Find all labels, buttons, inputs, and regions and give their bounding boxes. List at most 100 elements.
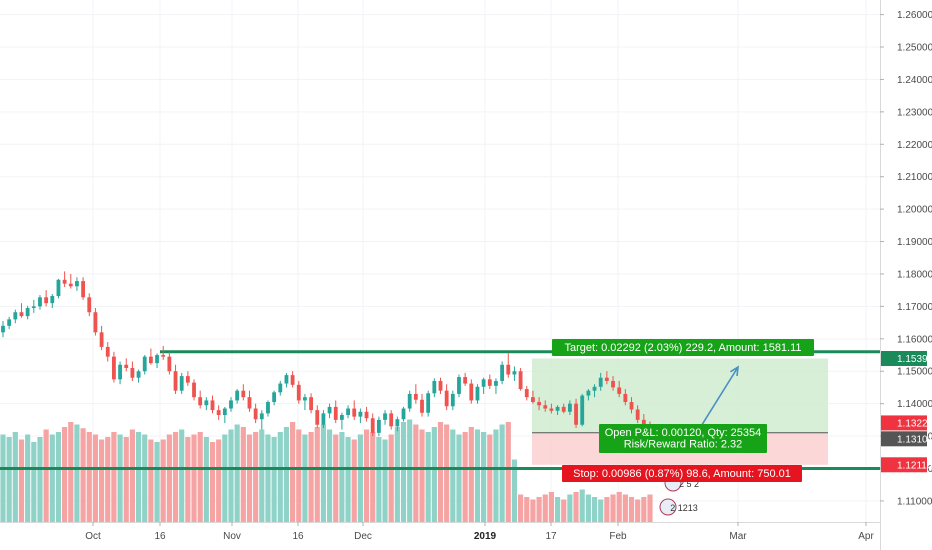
price-tag-label: 1.12115 xyxy=(897,460,932,471)
volume-bar xyxy=(641,497,647,522)
candle-body xyxy=(112,356,116,380)
candle-body xyxy=(592,386,597,391)
volume-bar xyxy=(68,422,74,522)
candle-body xyxy=(475,386,480,401)
volume-bar xyxy=(86,432,92,522)
candle-body xyxy=(623,393,628,403)
candle-body xyxy=(266,402,270,414)
candle-body xyxy=(179,376,184,391)
volume-bar xyxy=(240,427,246,522)
candle-body xyxy=(148,356,153,364)
candle-body xyxy=(210,400,215,411)
volume-bar xyxy=(628,497,635,522)
candle-body xyxy=(1,325,5,333)
candle-body xyxy=(253,408,258,420)
event-badge-label: 2 1213 xyxy=(670,503,698,513)
candle-body xyxy=(432,380,437,394)
time-tick-label: Nov xyxy=(223,531,241,542)
candle-body xyxy=(457,377,461,394)
volume-bar xyxy=(148,439,154,522)
candle-body xyxy=(450,393,455,407)
candle-body xyxy=(235,390,240,401)
price-tick-label: 1.17000 xyxy=(897,302,932,313)
volume-bar xyxy=(123,437,129,522)
time-tick-label: Apr xyxy=(858,531,874,542)
candle-body xyxy=(142,356,147,372)
volume-bar xyxy=(579,489,585,522)
volume-bar xyxy=(518,494,524,522)
candle-body xyxy=(537,402,541,406)
volume-bar xyxy=(388,434,394,522)
volume-bar xyxy=(462,432,468,522)
candle-body xyxy=(290,375,295,385)
candle-body xyxy=(185,376,190,383)
volume-bar xyxy=(253,432,259,522)
volume-bar xyxy=(474,429,481,522)
volume-bar xyxy=(154,442,160,522)
candle-body xyxy=(444,390,449,407)
candle-body xyxy=(296,384,301,401)
volume-bar xyxy=(271,437,277,522)
candles xyxy=(1,271,652,437)
candle-body xyxy=(383,413,387,420)
volume-bar xyxy=(185,437,191,522)
time-tick-label: Dec xyxy=(354,531,372,542)
volume-bar xyxy=(228,429,234,522)
volume-bar xyxy=(129,429,135,522)
candle-body xyxy=(216,410,221,416)
candle-body xyxy=(339,415,344,420)
volume-bar xyxy=(339,432,345,522)
price-tags: 1.15393 1.13221 1.13101 1.12115 xyxy=(881,350,932,473)
volume-bar xyxy=(530,499,536,522)
price-tick-label: 1.23000 xyxy=(897,107,932,118)
time-tick-label: 16 xyxy=(154,531,166,542)
candle-body xyxy=(370,418,375,433)
volume-bar xyxy=(394,427,400,522)
volume-bar xyxy=(259,429,265,522)
volume-bar xyxy=(209,442,216,522)
candle-body xyxy=(604,377,609,381)
candle-body xyxy=(136,371,141,378)
price-tick-label: 1.16000 xyxy=(897,334,932,345)
volume-bar xyxy=(12,432,18,522)
candle-body xyxy=(611,380,615,388)
projection-arrow xyxy=(699,365,739,429)
volume-bar xyxy=(407,419,413,522)
volume-bar xyxy=(246,434,253,522)
candle-body xyxy=(56,279,61,297)
volume-bar xyxy=(351,439,357,522)
candle-body xyxy=(7,319,12,326)
time-axis[interactable]: Oct 16 Nov 16 Dec 2019 17 Feb Mar Apr xyxy=(0,522,880,550)
candle-body xyxy=(598,377,603,387)
volume-bar xyxy=(511,459,518,522)
volume-bar xyxy=(37,437,43,522)
candle-body xyxy=(481,379,486,387)
volume-bar xyxy=(487,434,493,522)
candle-body xyxy=(463,377,468,384)
candle-body xyxy=(549,408,554,411)
candle-body xyxy=(586,390,591,396)
volume-bar xyxy=(117,434,123,522)
candle-body xyxy=(358,411,363,417)
candle-body xyxy=(494,380,498,386)
volume-bar xyxy=(216,439,222,522)
candle-body xyxy=(81,281,86,298)
candle-body xyxy=(469,383,474,401)
price-tag xyxy=(881,457,927,473)
candle-body xyxy=(99,332,104,347)
price-tick-label: 1.21000 xyxy=(897,172,932,183)
volume-bar xyxy=(536,497,542,522)
volume-bar xyxy=(80,428,86,522)
candle-body xyxy=(438,380,443,391)
arrow-shaft xyxy=(699,366,739,429)
candle-body xyxy=(500,364,505,381)
candle-body xyxy=(567,403,572,412)
volume-bar xyxy=(314,427,320,522)
volume-bar xyxy=(308,432,314,522)
volume-bar xyxy=(92,434,99,522)
volume-bar xyxy=(0,434,6,522)
volume-bar xyxy=(160,439,166,522)
candle-body xyxy=(543,405,548,409)
time-tick-label: 16 xyxy=(292,531,304,542)
